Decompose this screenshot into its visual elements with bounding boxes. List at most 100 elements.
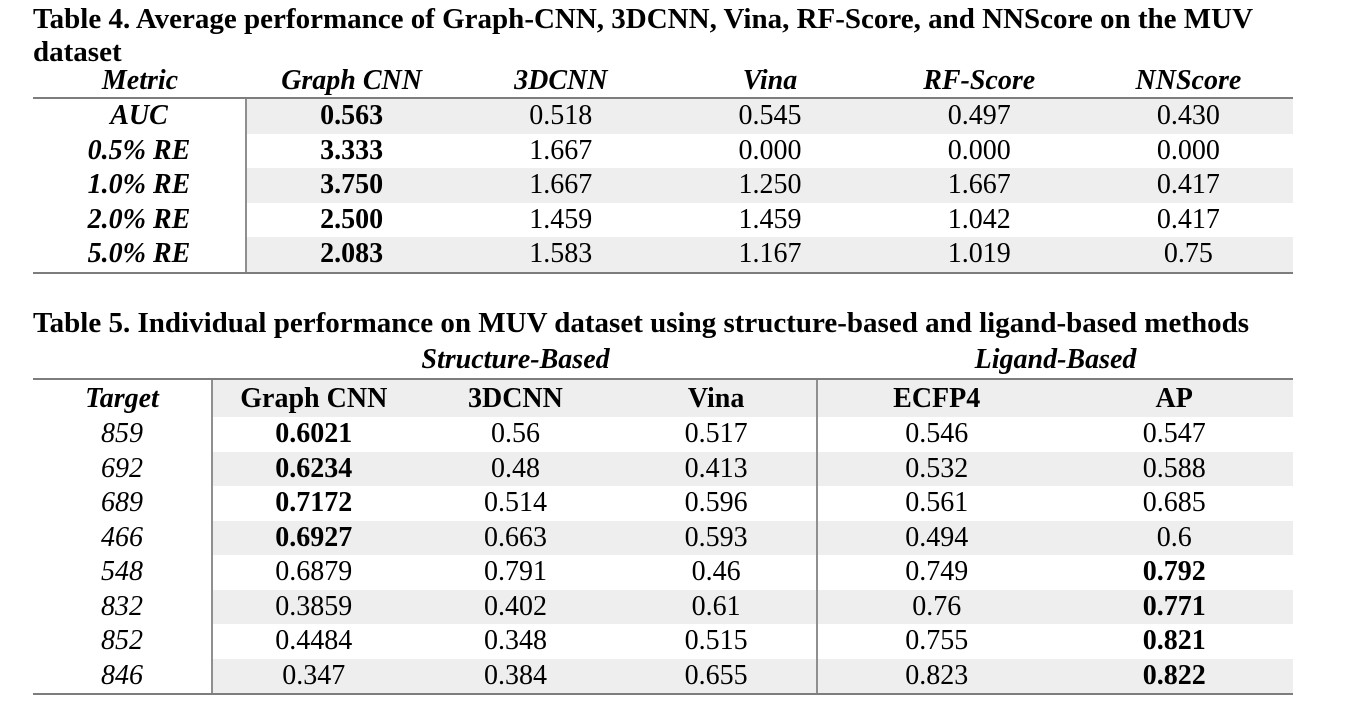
value-cell: 1.019 <box>874 237 1084 272</box>
value-cell: 0.417 <box>1083 168 1293 203</box>
value-cell: 0.545 <box>665 99 875 134</box>
value-cell: 1.667 <box>456 168 666 203</box>
table5-header-row: Target Graph CNN 3DCNN Vina ECFP4 AP <box>33 380 1293 417</box>
value-cell: 1.583 <box>456 237 666 272</box>
value-cell: 0.56 <box>490 418 540 450</box>
value-cell: 0.517 <box>616 417 818 452</box>
table-row: 859 0.6021 0.56 0.517 0.546 0.547 <box>33 417 1293 452</box>
value-cell: 0.685 <box>1142 487 1206 519</box>
value-cell: 0.663 <box>414 520 617 555</box>
value-cell: 0.000 <box>947 134 1011 166</box>
value-cell: 0.3859 <box>213 589 415 624</box>
row-label-cell: 1.0% RE <box>33 168 247 203</box>
table5-caption: Table 5. Individual performance on MUV d… <box>33 307 1250 339</box>
value-cell: 0.417 <box>1156 203 1220 235</box>
value-cell: 0.348 <box>483 625 547 657</box>
table4-header-row: Metric Graph CNN 3DCNN Vina RF-Score NNS… <box>33 64 1293 99</box>
value-cell: 1.167 <box>665 237 875 272</box>
row-label-cell: AUC <box>33 99 247 134</box>
value-cell: 1.459 <box>529 203 593 235</box>
table-row: 1.0% RE 3.750 1.667 1.250 1.667 0.417 <box>33 168 1293 203</box>
value-cell: 1.250 <box>665 168 875 203</box>
value-cell: 0.6021 <box>275 418 353 450</box>
table4-caption-line1: Table 4. Average performance of Graph-CN… <box>33 3 1254 35</box>
value-cell: 0.4484 <box>275 625 353 657</box>
value-cell: 0.792 <box>1142 556 1206 588</box>
value-cell: 0.402 <box>414 589 617 624</box>
value-cell: 1.667 <box>874 168 1084 203</box>
value-cell: 0.561 <box>905 487 969 519</box>
value-cell: 0.593 <box>616 520 818 555</box>
value-cell: 0.494 <box>817 520 1056 555</box>
value-cell: 3.333 <box>320 134 384 166</box>
column-header-3dcnn: 3DCNN <box>514 64 608 96</box>
group-header-ligand-based: Ligand-Based <box>974 343 1137 375</box>
value-cell: 0.655 <box>616 658 818 693</box>
value-cell: 0.771 <box>1055 589 1293 624</box>
row-label-cell: 832 <box>33 589 213 624</box>
row-label-cell: 689 <box>33 486 213 521</box>
row-label-cell: 852 <box>33 624 213 659</box>
value-cell: 0.755 <box>905 625 969 657</box>
table-4: Metric Graph CNN 3DCNN Vina RF-Score NNS… <box>33 64 1293 274</box>
table5-group-header-row: Structure-Based Ligand-Based <box>33 341 1293 380</box>
value-cell: 2.500 <box>320 203 384 235</box>
value-cell: 1.667 <box>529 134 593 166</box>
column-header-nnscore: NNScore <box>1135 64 1242 96</box>
value-cell: 0.822 <box>1055 658 1293 693</box>
value-cell: 1.459 <box>738 203 802 235</box>
value-cell: 0.7172 <box>275 487 353 519</box>
value-cell: 0.546 <box>905 418 969 450</box>
value-cell: 0.518 <box>456 99 666 134</box>
table5-body: 859 0.6021 0.56 0.517 0.546 0.547 692 0.6234 0.4… <box>33 417 1293 695</box>
table-row: 832 0.3859 0.402 0.61 0.76 0.771 <box>33 589 1293 624</box>
value-cell: 3.750 <box>247 168 457 203</box>
column-header-ecfp4: ECFP4 <box>817 380 1056 417</box>
value-cell: 0.563 <box>247 99 457 134</box>
value-cell: 0.48 <box>414 451 617 486</box>
table4-caption-line2: dataset <box>33 36 122 68</box>
table-row: 2.0% RE 2.500 1.459 1.459 1.042 0.417 <box>33 202 1293 237</box>
value-cell: 0.514 <box>483 487 547 519</box>
row-label-cell: 692 <box>33 451 213 486</box>
row-label-cell: 846 <box>33 658 213 693</box>
value-cell: 0.46 <box>616 555 818 590</box>
column-header-vina: Vina <box>742 64 798 96</box>
row-label-cell: 548 <box>33 555 213 590</box>
column-header-graph-cnn: Graph CNN <box>213 380 415 417</box>
table-row: 689 0.7172 0.514 0.596 0.561 0.685 <box>33 486 1293 521</box>
row-label-cell: 859 <box>33 417 213 452</box>
table-row: 466 0.6927 0.663 0.593 0.494 0.6 <box>33 520 1293 555</box>
value-cell: 0.76 <box>817 589 1056 624</box>
table-row: 548 0.6879 0.791 0.46 0.749 0.792 <box>33 555 1293 590</box>
column-header-3dcnn: 3DCNN <box>414 380 617 417</box>
value-cell: 0.791 <box>483 556 547 588</box>
value-cell: 0.515 <box>616 624 818 659</box>
table-row: 692 0.6234 0.48 0.413 0.532 0.588 <box>33 451 1293 486</box>
value-cell: 0.547 <box>1142 418 1206 450</box>
table4-body: AUC 0.563 0.518 0.545 0.497 0.430 0.5% RE 3.333… <box>33 99 1293 274</box>
value-cell: 0.749 <box>905 556 969 588</box>
value-cell: 0.532 <box>817 451 1056 486</box>
value-cell: 0.384 <box>414 658 617 693</box>
row-label-cell: 0.5% RE <box>33 133 247 168</box>
value-cell: 0.430 <box>1083 99 1293 134</box>
value-cell: 0.347 <box>213 658 415 693</box>
value-cell: 0.6879 <box>275 556 353 588</box>
value-cell: 0.823 <box>817 658 1056 693</box>
value-cell: 0.6 <box>1055 520 1293 555</box>
table-row: 5.0% RE 2.083 1.583 1.167 1.019 0.75 <box>33 237 1293 274</box>
value-cell: 0.588 <box>1055 451 1293 486</box>
table-5: Structure-Based Ligand-Based Target Grap… <box>33 341 1293 695</box>
value-cell: 0.497 <box>874 99 1084 134</box>
row-label-cell: 5.0% RE <box>33 237 247 272</box>
row-label-cell: 466 <box>33 520 213 555</box>
value-cell: 0.821 <box>1142 625 1206 657</box>
value-cell: 0.000 <box>738 134 802 166</box>
value-cell: 0.6234 <box>213 451 415 486</box>
column-header-ap: AP <box>1055 380 1293 417</box>
group-header-structure-based: Structure-Based <box>421 343 610 375</box>
table-row: 0.5% RE 3.333 1.667 0.000 0.000 0.000 <box>33 133 1293 168</box>
value-cell: 0.596 <box>616 486 818 521</box>
group-header-spacer <box>33 341 213 378</box>
